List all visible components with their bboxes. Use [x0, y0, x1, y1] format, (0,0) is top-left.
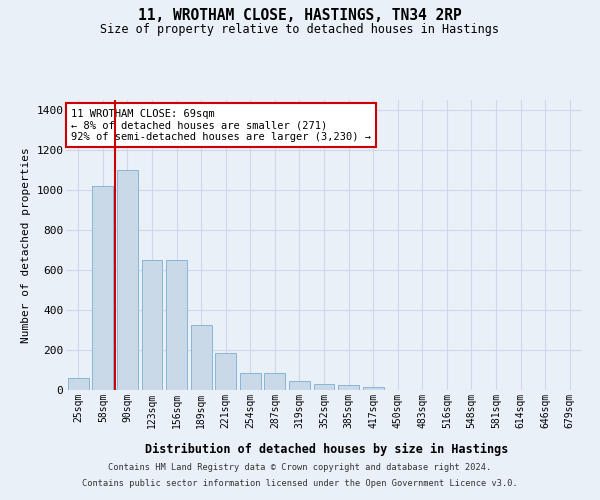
- Bar: [338, 385, 359, 390]
- Y-axis label: Number of detached properties: Number of detached properties: [20, 147, 31, 343]
- Bar: [215, 353, 236, 390]
- Bar: [191, 325, 212, 390]
- Bar: [166, 260, 187, 390]
- Text: Distribution of detached houses by size in Hastings: Distribution of detached houses by size …: [145, 442, 509, 456]
- Bar: [289, 381, 310, 390]
- Text: Size of property relative to detached houses in Hastings: Size of property relative to detached ho…: [101, 22, 499, 36]
- Bar: [68, 378, 89, 390]
- Bar: [362, 387, 383, 390]
- Text: Contains public sector information licensed under the Open Government Licence v3: Contains public sector information licen…: [82, 478, 518, 488]
- Bar: [265, 373, 286, 390]
- Text: 11 WROTHAM CLOSE: 69sqm
← 8% of detached houses are smaller (271)
92% of semi-de: 11 WROTHAM CLOSE: 69sqm ← 8% of detached…: [71, 108, 371, 142]
- Bar: [240, 373, 261, 390]
- Text: Contains HM Land Registry data © Crown copyright and database right 2024.: Contains HM Land Registry data © Crown c…: [109, 464, 491, 472]
- Text: 11, WROTHAM CLOSE, HASTINGS, TN34 2RP: 11, WROTHAM CLOSE, HASTINGS, TN34 2RP: [138, 8, 462, 22]
- Bar: [92, 186, 113, 390]
- Bar: [142, 260, 163, 390]
- Bar: [117, 170, 138, 390]
- Bar: [314, 384, 334, 390]
